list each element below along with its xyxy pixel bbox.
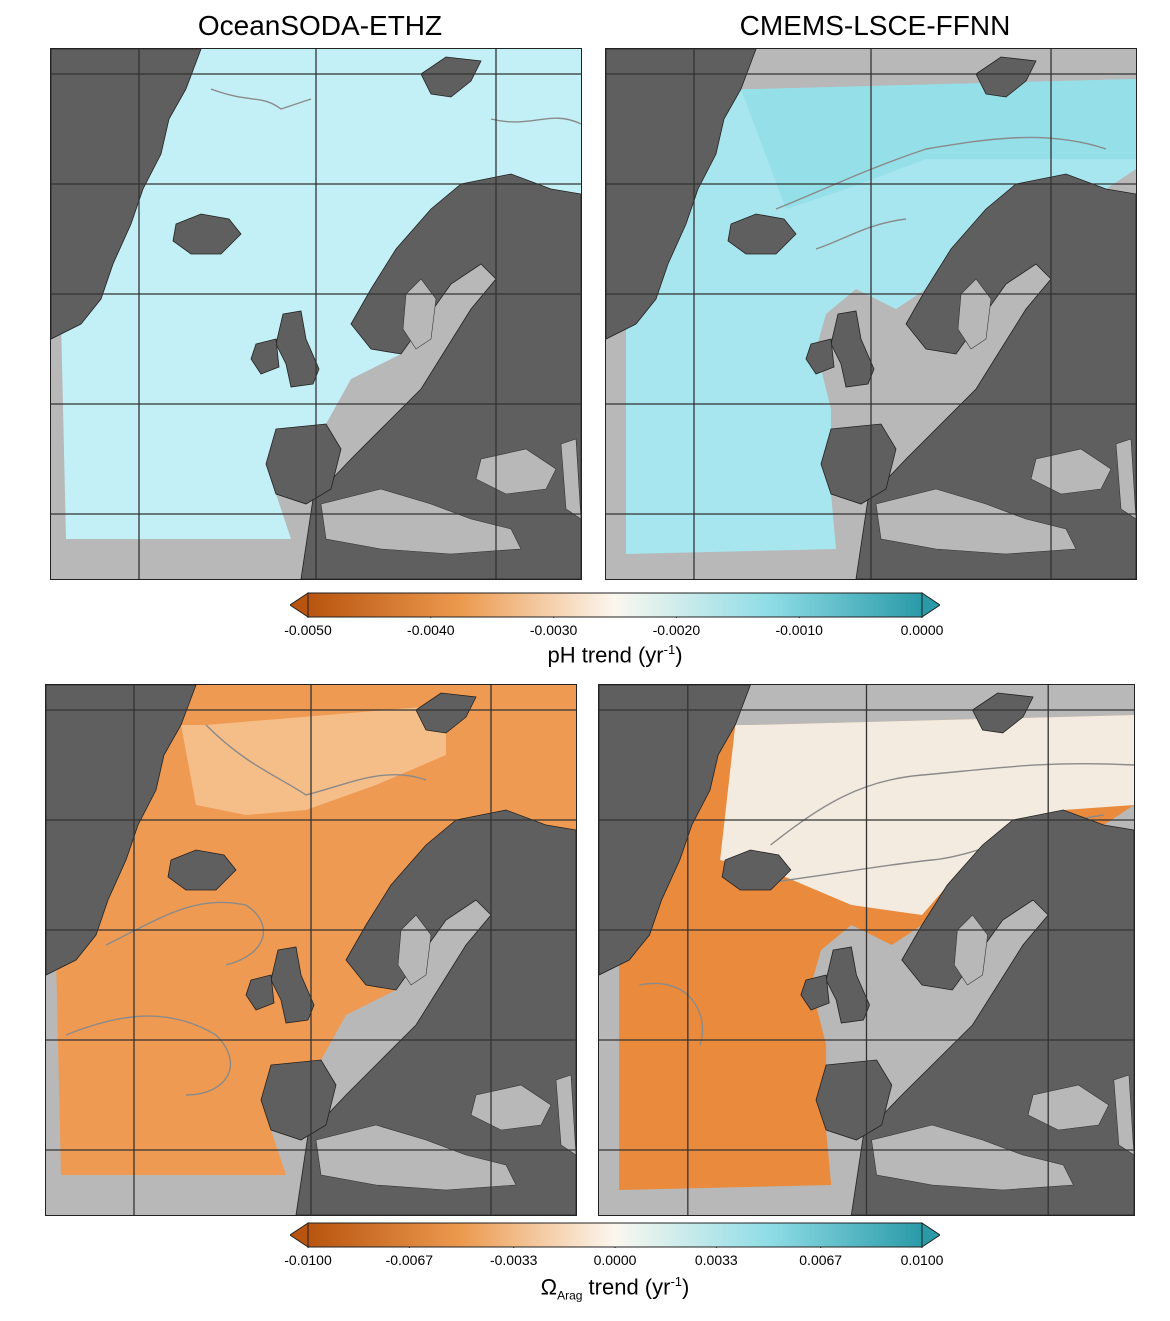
map-ph-cmems	[605, 48, 1137, 580]
column-title-cmems: CMEMS-LSCE-FFNN	[739, 10, 1011, 41]
land-iceland	[721, 849, 792, 891]
trend-contour-line	[105, 901, 265, 966]
colorbar-tick-label: -0.0020	[652, 622, 701, 638]
nodata-caspian	[560, 438, 581, 520]
nodata-mediterranean	[320, 488, 522, 555]
colorbar-omega-title: ΩArag trend (yr-1)	[540, 1274, 690, 1303]
land-ireland	[800, 974, 830, 1011]
colorbar-ph: -0.0050 -0.0040 -0.0030 -0.0020 -0.0010 0.000…	[284, 592, 943, 672]
nodata-baltic-sea	[957, 278, 992, 350]
trend-contour-line	[490, 117, 581, 125]
land-iceland	[172, 213, 242, 255]
colorbar-tick-label: -0.0050	[284, 622, 332, 638]
colorbar-tick-label: -0.0033	[489, 1252, 538, 1268]
land-great-britain	[825, 946, 870, 1024]
ocean-field-gradient	[741, 79, 1136, 209]
colorbar-tick-label: -0.0010	[775, 622, 823, 638]
lat-lon-grid	[51, 49, 581, 579]
nodata-mediterranean	[315, 1124, 517, 1191]
colorbar-tick-label: 0.0000	[900, 622, 944, 638]
land-greenland	[606, 49, 757, 340]
land-greenland	[599, 685, 751, 976]
map-omega-oceansoda-svg	[46, 685, 576, 1215]
colorbar-extend-high-arrow	[921, 592, 940, 618]
nodata-mediterranean	[875, 488, 1077, 555]
colorbar-extend-high-arrow	[921, 1222, 940, 1248]
land-svalbard	[420, 56, 482, 98]
colorbar-tick-label: 0.0000	[593, 1252, 637, 1268]
land-svalbard	[975, 56, 1037, 98]
ocean-field-gradient	[181, 705, 446, 815]
land-svalbard	[971, 692, 1034, 734]
colorbar-ph-bar	[290, 592, 940, 618]
ocean-field	[626, 79, 1136, 554]
colorbar-omega: -0.0100 -0.0067 -0.0033 0.0000 0.0033 0.0067 0…	[284, 1222, 943, 1312]
trend-contour-line	[775, 136, 1107, 210]
land-greenland	[46, 685, 197, 976]
colorbar-tick-label: -0.0100	[284, 1252, 332, 1268]
lat-lon-grid	[599, 685, 1134, 1215]
map-omega-oceansoda	[45, 684, 577, 1216]
land-ireland	[805, 338, 835, 375]
trend-contour-line	[815, 218, 907, 250]
lat-lon-grid	[46, 685, 576, 1215]
land-great-britain	[275, 310, 320, 388]
colorbar-ph-title: pH trend (yr-1)	[547, 642, 683, 668]
land-iberia	[260, 1059, 337, 1141]
trend-contour-line	[770, 762, 1134, 846]
nodata-caspian	[1115, 438, 1136, 520]
colorbar-tick-label: -0.0067	[385, 1252, 434, 1268]
land-iberia	[820, 423, 897, 505]
colorbar-tick-label: 0.0067	[799, 1252, 843, 1268]
map-ph-oceansoda	[50, 48, 582, 580]
land-iberia	[265, 423, 342, 505]
nodata-mediterranean	[871, 1124, 1074, 1191]
map-ph-cmems-svg	[606, 49, 1136, 579]
nodata-baltic-sea	[402, 278, 437, 350]
nodata-caspian	[555, 1074, 576, 1156]
map-omega-cmems-svg	[599, 685, 1134, 1215]
land-iceland	[167, 849, 237, 891]
column-title-oceansoda: OceanSODA-ETHZ	[197, 10, 443, 41]
colorbar-gradient	[307, 592, 923, 618]
lat-lon-grid	[606, 49, 1136, 579]
land-iceland	[727, 213, 797, 255]
colorbar-tick-label: 0.0100	[900, 1252, 944, 1268]
trend-contour-line	[639, 982, 704, 1046]
trend-contour-line	[205, 724, 427, 796]
colorbar-omega-bar	[290, 1222, 940, 1248]
colorbar-tick-label: 0.0033	[694, 1252, 738, 1268]
nodata-baltic-sea	[954, 914, 988, 986]
trend-contour-line	[210, 88, 312, 110]
map-omega-cmems	[598, 684, 1135, 1216]
colorbar-gradient	[307, 1222, 923, 1248]
colorbar-extend-low-arrow	[290, 1222, 309, 1248]
colorbar-extend-low-arrow	[290, 592, 309, 618]
colorbar-tick-label: -0.0030	[529, 622, 578, 638]
nodata-baltic-sea	[397, 914, 432, 986]
land-ireland	[250, 338, 280, 375]
land-greenland	[51, 49, 202, 340]
land-great-britain	[830, 310, 875, 388]
map-ph-oceansoda-svg	[51, 49, 581, 579]
trend-contour-line	[65, 1015, 232, 1096]
land-ireland	[245, 974, 275, 1011]
nodata-caspian	[1113, 1074, 1134, 1156]
land-svalbard	[415, 692, 477, 734]
colorbar-tick-label: -0.0040	[407, 622, 455, 638]
land-great-britain	[270, 946, 315, 1024]
land-iberia	[815, 1059, 893, 1141]
